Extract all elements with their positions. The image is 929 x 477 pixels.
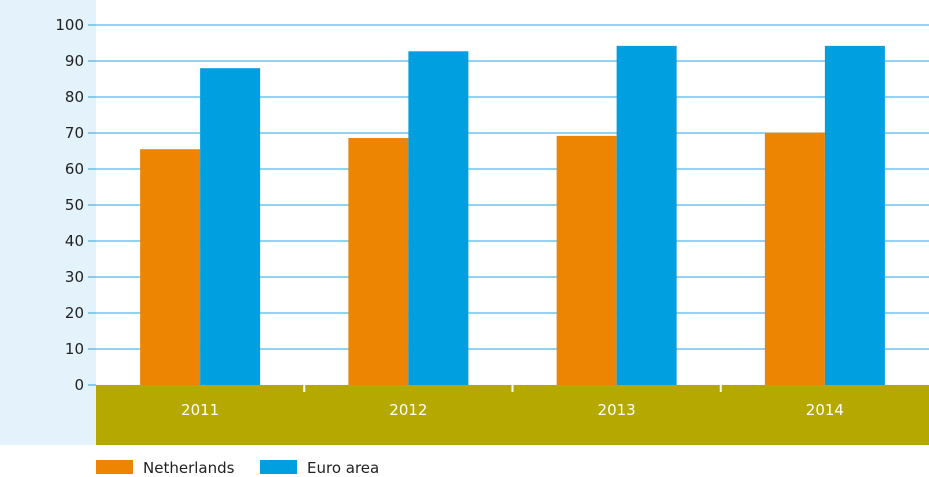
y-tick-label: 70 xyxy=(65,124,84,142)
y-tick-label: 0 xyxy=(74,376,84,394)
y-tick-labels: 0 10 20 30 40 50 60 70 80 90 100 xyxy=(55,16,84,394)
y-tick-label: 90 xyxy=(65,52,84,70)
y-tick-label: 20 xyxy=(65,304,84,322)
bar-netherlands-2013 xyxy=(556,135,617,385)
x-tick-label: 2012 xyxy=(389,401,427,419)
bars xyxy=(140,45,885,385)
bar-netherlands-2012 xyxy=(348,138,409,385)
y-axis-panel xyxy=(0,0,96,445)
x-tick-label: 2013 xyxy=(598,401,636,419)
bar-euro-area-2013 xyxy=(616,45,677,385)
x-tick-labels: 2011 2012 2013 2014 xyxy=(181,385,844,419)
legend-label: Euro area xyxy=(307,459,379,477)
y-tick-label: 50 xyxy=(65,196,84,214)
legend: Netherlands Euro area xyxy=(96,459,379,477)
bar-netherlands-2011 xyxy=(140,149,201,385)
x-tick-label: 2011 xyxy=(181,401,219,419)
bar-euro-area-2014 xyxy=(824,45,885,385)
category-band xyxy=(96,385,929,445)
y-tick-label: 80 xyxy=(65,88,84,106)
y-tick-label: 30 xyxy=(65,268,84,286)
x-tick-label: 2014 xyxy=(806,401,844,419)
legend-swatch xyxy=(96,460,133,474)
y-tick-label: 100 xyxy=(55,16,84,34)
legend-label: Netherlands xyxy=(143,459,235,477)
bar-euro-area-2012 xyxy=(408,51,469,385)
y-tick-label: 60 xyxy=(65,160,84,178)
y-tick-label: 10 xyxy=(65,340,84,358)
y-tick-label: 40 xyxy=(65,232,84,250)
bar-netherlands-2014 xyxy=(764,132,825,385)
bar-euro-area-2011 xyxy=(200,68,261,385)
legend-swatch xyxy=(260,460,297,474)
